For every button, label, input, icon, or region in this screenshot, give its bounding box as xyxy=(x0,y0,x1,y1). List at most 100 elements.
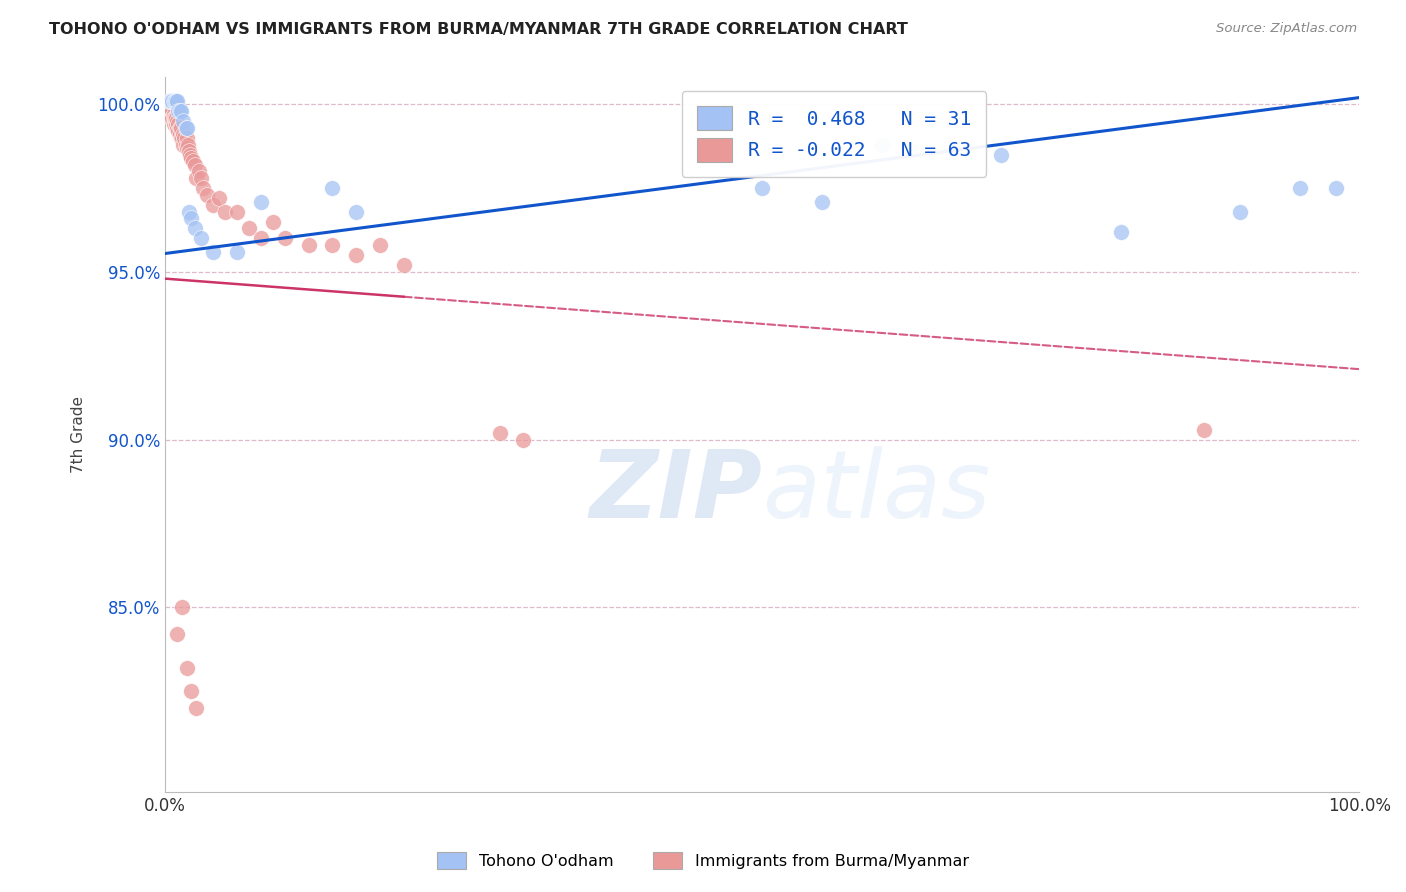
Point xyxy=(176,660,198,674)
Point xyxy=(169,120,191,135)
Point xyxy=(159,103,181,118)
Point xyxy=(159,107,181,121)
Point xyxy=(167,103,190,118)
Point xyxy=(172,128,194,142)
Point xyxy=(368,238,391,252)
Point xyxy=(162,111,184,125)
Point xyxy=(165,117,187,131)
Point xyxy=(321,181,343,195)
Point xyxy=(157,101,180,115)
Point xyxy=(157,94,180,108)
Point xyxy=(166,120,188,135)
Point xyxy=(156,101,179,115)
Point xyxy=(262,214,284,228)
Point xyxy=(201,198,224,212)
Point xyxy=(177,137,200,152)
Point xyxy=(160,94,183,108)
Point xyxy=(180,684,202,698)
Point xyxy=(157,103,180,118)
Point xyxy=(751,181,773,195)
Point xyxy=(186,171,208,186)
Point xyxy=(208,191,231,205)
Point xyxy=(190,171,212,186)
Point xyxy=(169,103,191,118)
Text: TOHONO O'ODHAM VS IMMIGRANTS FROM BURMA/MYANMAR 7TH GRADE CORRELATION CHART: TOHONO O'ODHAM VS IMMIGRANTS FROM BURMA/… xyxy=(49,22,908,37)
Point xyxy=(176,120,198,135)
Point xyxy=(249,194,271,209)
Point xyxy=(177,145,200,159)
Point xyxy=(1229,204,1251,219)
Point xyxy=(162,117,184,131)
Point xyxy=(169,128,191,142)
Point xyxy=(273,231,295,245)
Point xyxy=(167,124,190,138)
Point xyxy=(170,103,193,118)
Point xyxy=(195,187,218,202)
Point xyxy=(184,221,207,235)
Point xyxy=(170,130,193,145)
Point xyxy=(176,130,198,145)
Point xyxy=(201,244,224,259)
Point xyxy=(238,221,260,235)
Point xyxy=(249,231,271,245)
Point xyxy=(186,701,208,715)
Point xyxy=(214,204,236,219)
Text: Source: ZipAtlas.com: Source: ZipAtlas.com xyxy=(1216,22,1357,36)
Point xyxy=(297,238,319,252)
Point xyxy=(225,204,247,219)
Point xyxy=(1109,225,1132,239)
Point xyxy=(160,111,183,125)
Point xyxy=(184,158,207,172)
Point xyxy=(162,94,184,108)
Point xyxy=(488,425,510,440)
Y-axis label: 7th Grade: 7th Grade xyxy=(72,396,86,473)
Point xyxy=(162,111,184,125)
Point xyxy=(162,103,184,118)
Point xyxy=(811,194,834,209)
Point xyxy=(392,258,415,272)
Point xyxy=(1324,181,1347,195)
Point xyxy=(190,231,212,245)
Point xyxy=(159,94,181,108)
Point xyxy=(166,94,188,108)
Point xyxy=(162,94,184,108)
Point xyxy=(160,101,183,115)
Point xyxy=(173,130,195,145)
Point xyxy=(225,244,247,259)
Point xyxy=(512,433,534,447)
Point xyxy=(181,154,204,169)
Point xyxy=(166,627,188,641)
Point xyxy=(174,120,197,135)
Point xyxy=(1194,423,1216,437)
Point xyxy=(180,151,202,165)
Point xyxy=(172,114,194,128)
Text: ZIP: ZIP xyxy=(589,446,762,538)
Point xyxy=(166,114,188,128)
Point xyxy=(162,107,184,121)
Point xyxy=(193,181,215,195)
Text: atlas: atlas xyxy=(762,446,991,537)
Point xyxy=(177,204,200,219)
Point xyxy=(1288,181,1310,195)
Point xyxy=(180,211,202,226)
Point xyxy=(179,147,201,161)
Point xyxy=(176,141,198,155)
Point xyxy=(990,147,1012,161)
Legend: R =  0.468   N = 31, R = -0.022   N = 63: R = 0.468 N = 31, R = -0.022 N = 63 xyxy=(682,91,987,178)
Point xyxy=(870,137,893,152)
Point xyxy=(163,111,186,125)
Point xyxy=(174,137,197,152)
Point xyxy=(163,114,186,128)
Point xyxy=(163,94,186,108)
Point xyxy=(187,164,209,178)
Point xyxy=(165,111,187,125)
Point xyxy=(170,130,193,145)
Point xyxy=(167,117,190,131)
Point xyxy=(170,120,193,135)
Point xyxy=(344,204,367,219)
Point xyxy=(170,600,193,615)
Legend: Tohono O'odham, Immigrants from Burma/Myanmar: Tohono O'odham, Immigrants from Burma/My… xyxy=(429,845,977,877)
Point xyxy=(165,94,187,108)
Point xyxy=(344,248,367,262)
Point xyxy=(321,238,343,252)
